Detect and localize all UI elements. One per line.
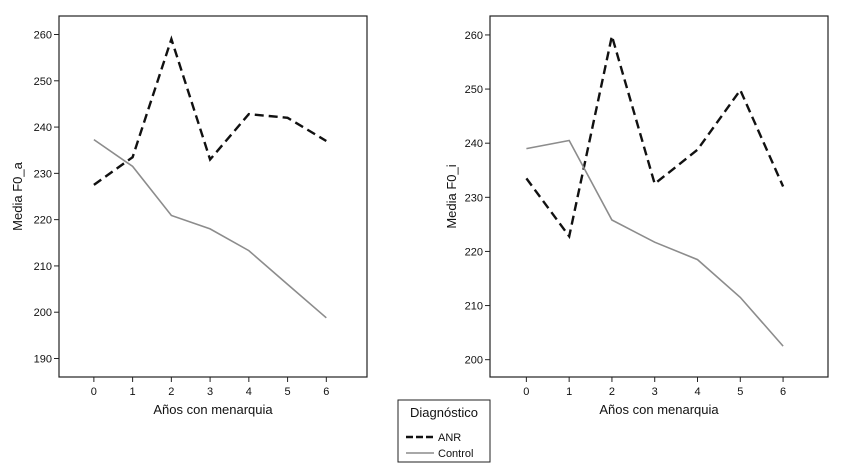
legend-title: Diagnóstico bbox=[410, 405, 478, 420]
x-tick-label: 1 bbox=[566, 386, 572, 398]
x-tick-label: 5 bbox=[285, 386, 291, 398]
x-tick-label: 1 bbox=[130, 386, 136, 398]
x-tick-label: 0 bbox=[91, 386, 97, 398]
y-tick-label: 220 bbox=[34, 215, 52, 227]
y-tick-label: 230 bbox=[34, 168, 52, 180]
x-tick-label: 3 bbox=[652, 386, 658, 398]
x-tick-label: 4 bbox=[246, 386, 252, 398]
y-axis-title: Media F0_a bbox=[10, 161, 25, 230]
y-tick-label: 240 bbox=[465, 138, 483, 150]
y-tick-label: 230 bbox=[465, 192, 483, 204]
x-tick-label: 2 bbox=[168, 386, 174, 398]
legend-box bbox=[397, 399, 491, 463]
chart-f0-a: 190 200 210 220 230 240 250 260 0 1 2 3 4 5 6 Años con … bbox=[10, 15, 368, 417]
y-tick-label: 250 bbox=[34, 76, 52, 88]
x-tick-label: 4 bbox=[694, 386, 700, 398]
y-tick-label: 260 bbox=[34, 30, 52, 42]
x-tick-label: 6 bbox=[323, 386, 329, 398]
plot-frame bbox=[489, 15, 829, 378]
chart-f0-i: 200 210 220 230 240 250 260 0 1 2 3 4 5 6 Años con men… bbox=[444, 15, 829, 417]
y-tick-label: 250 bbox=[465, 84, 483, 96]
x-tick-label: 5 bbox=[737, 386, 743, 398]
y-tick-label: 200 bbox=[465, 355, 483, 367]
x-tick-label: 6 bbox=[780, 386, 786, 398]
x-tick-label: 2 bbox=[609, 386, 615, 398]
x-tick-label: 0 bbox=[523, 386, 529, 398]
x-tick-label: 3 bbox=[207, 386, 213, 398]
legend: Diagnóstico ANR Control bbox=[397, 399, 491, 463]
x-axis-title: Años con menarquia bbox=[599, 402, 719, 417]
y-tick-label: 200 bbox=[34, 307, 52, 319]
y-tick-label: 210 bbox=[465, 301, 483, 313]
series-line-control bbox=[526, 139, 784, 347]
plot-frame bbox=[58, 15, 368, 378]
legend-label-anr: ANR bbox=[438, 432, 461, 444]
series-line-control bbox=[93, 138, 327, 319]
series-line-anr bbox=[93, 35, 327, 186]
x-axis-title: Años con menarquia bbox=[153, 402, 273, 417]
y-tick-label: 240 bbox=[34, 122, 52, 134]
y-tick-label: 190 bbox=[34, 353, 52, 365]
y-tick-label: 260 bbox=[465, 30, 483, 42]
y-tick-label: 220 bbox=[465, 246, 483, 258]
y-axis-title: Media F0_i bbox=[444, 164, 459, 228]
y-tick-label: 210 bbox=[34, 261, 52, 273]
legend-label-control: Control bbox=[438, 448, 473, 460]
series-line-anr bbox=[525, 35, 785, 240]
